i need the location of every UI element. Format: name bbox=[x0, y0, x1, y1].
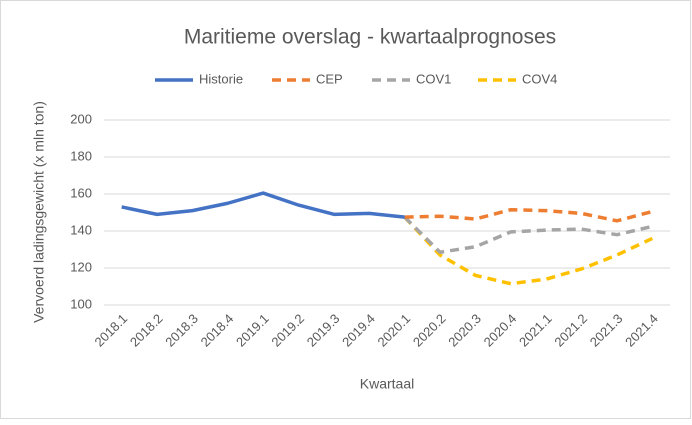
y-tick-label: 120 bbox=[70, 259, 92, 274]
y-tick-label: 200 bbox=[70, 111, 92, 126]
y-tick-label: 100 bbox=[70, 296, 92, 311]
y-tick-label: 140 bbox=[70, 222, 92, 237]
y-axis-label: Vervoerd ladingsgewicht (x mln ton) bbox=[31, 101, 47, 323]
series-line bbox=[403, 215, 654, 286]
chart-title: Maritieme overslag - kwartaalprognoses bbox=[184, 26, 556, 49]
y-tick-label: 180 bbox=[70, 148, 92, 163]
legend-label: COV1 bbox=[416, 71, 451, 86]
y-tick-label: 160 bbox=[70, 185, 92, 200]
legend-label: CEP bbox=[316, 71, 343, 86]
series-line bbox=[121, 191, 405, 219]
series-line bbox=[404, 207, 653, 223]
series-line bbox=[403, 215, 653, 255]
x-axis-label: Kwartaal bbox=[360, 376, 414, 392]
legend-label: Historie bbox=[199, 71, 243, 86]
legend-label: COV4 bbox=[522, 71, 557, 86]
